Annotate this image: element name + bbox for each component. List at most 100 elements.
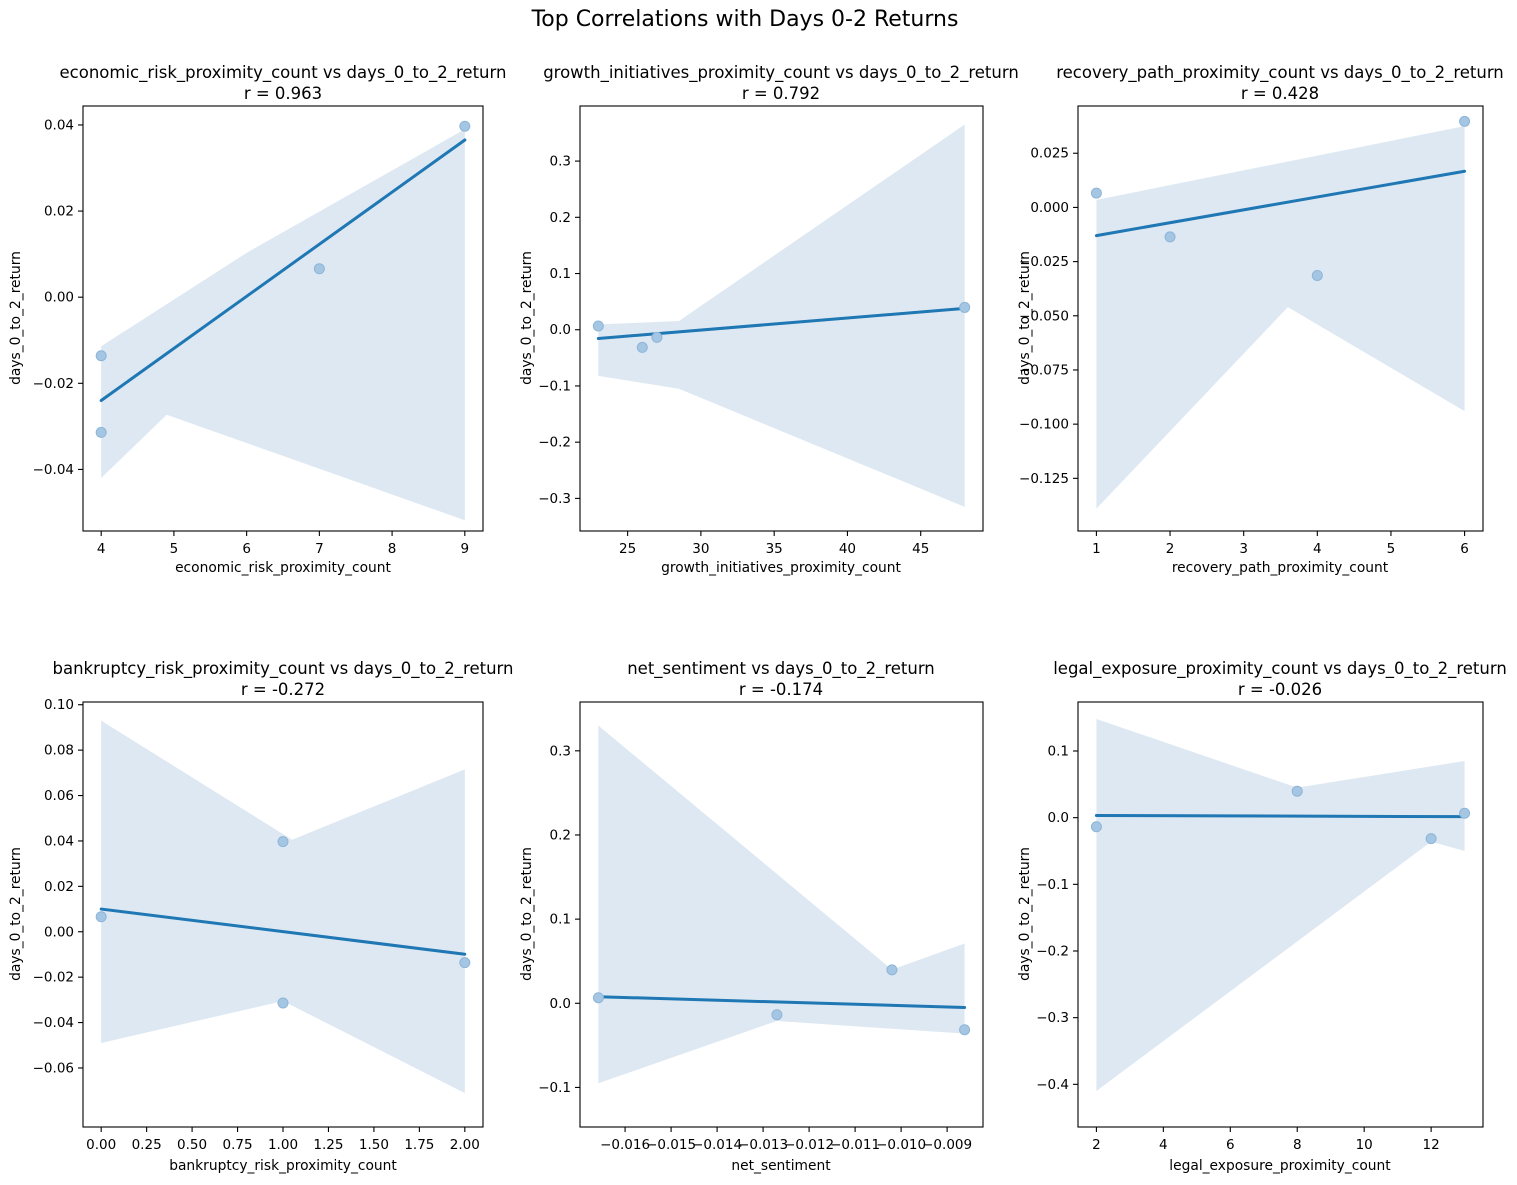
data-point [959,301,971,313]
figure-title: Top Correlations with Days 0-2 Returns [531,7,959,32]
confidence-band [101,720,465,1094]
data-point [95,350,107,362]
x-tick-label: 0.50 [177,1137,207,1153]
subplot-title: economic_risk_proximity_count vs days_0_… [60,63,507,83]
confidence-band [598,124,965,507]
data-point [1090,187,1102,199]
subplot-r-value: r = 0.963 [244,84,322,103]
data-point [651,331,663,343]
y-tick-label: −0.2 [1036,944,1069,960]
axes-frame [579,701,984,1128]
x-axis-label: net_sentiment [731,1158,831,1174]
subplot-r-value: r = -0.272 [241,680,325,699]
subplot-r-value: r = -0.174 [739,680,823,699]
y-tick-label: 0.10 [44,697,74,713]
y-tick-label: −0.3 [538,491,571,507]
y-tick-label: 0.0 [1048,810,1069,826]
y-tick-label: 0.000 [1030,200,1069,216]
y-tick-label: −0.04 [33,1015,74,1031]
y-tick-label: −0.025 [1019,254,1069,270]
y-tick-label: −0.075 [1019,362,1069,378]
data-point [459,957,471,969]
data-point [95,426,107,438]
data-point [592,992,604,1004]
plot-canvas-economic-risk: 4 5 6 7 8 9 0.04 0.02 0.00 −0.02 −0.04 [33,105,484,557]
data-point [1164,231,1176,243]
y-tick-label: 0.2 [550,210,571,226]
x-tick-label: −0.013 [738,1137,788,1153]
y-tick-label: 0.02 [44,204,74,220]
x-tick-label: 1 [1092,541,1101,557]
confidence-band [1096,719,1465,1091]
subplot-legal-exposure: 2 4 6 8 10 12 0.1 0.0 −0.1 −0.2 −0.3 −0.4 legal_exp… [1017,659,1507,1174]
x-tick-label: 25 [619,541,636,557]
subplot-r-value: r = 0.792 [742,84,820,103]
axes-frame [1077,701,1484,1128]
y-axis-label: days_0_to_2_return [1017,251,1033,385]
x-tick-label: 6 [1226,1137,1235,1153]
y-tick-label: −0.04 [33,462,74,478]
x-tick-label: 40 [839,541,856,557]
y-tick-label: −0.02 [33,376,74,392]
x-tick-label: 2 [1166,541,1175,557]
y-tick-label: 0.3 [550,743,571,759]
x-tick-label: 8 [1293,1137,1302,1153]
data-point [1459,115,1471,127]
y-tick-label: 0.06 [44,788,74,804]
data-point [886,964,898,976]
x-tick-label: 0.00 [86,1137,116,1153]
x-tick-label: 45 [912,541,929,557]
subplot-growth-initiatives: 25 30 35 40 45 0.3 0.2 0.1 0.0 −0.1 −0.2 −0.3 growt… [519,63,1019,576]
x-tick-label: −0.009 [922,1137,972,1153]
y-tick-label: −0.3 [1036,1010,1069,1026]
x-tick-label: 4 [97,541,106,557]
x-tick-label: 9 [461,541,470,557]
regression-line [99,138,467,403]
x-tick-label: 10 [1356,1137,1373,1153]
data-point [95,911,107,923]
y-tick-label: −0.125 [1019,471,1069,487]
x-tick-label: −0.011 [830,1137,880,1153]
y-tick-label: −0.050 [1019,308,1069,324]
data-point [1090,821,1102,833]
y-tick-label: 0.2 [550,827,571,843]
x-tick-label: 1.25 [313,1137,343,1153]
regression-line [1094,169,1467,238]
subplot-title: recovery_path_proximity_count vs days_0_… [1056,63,1504,83]
plot-canvas-legal-exposure: 2 4 6 8 10 12 0.1 0.0 −0.1 −0.2 −0.3 −0.4 [1036,701,1484,1153]
y-axis-label: days_0_to_2_return [8,847,24,981]
subplot-title: growth_initiatives_proximity_count vs da… [543,63,1019,83]
data-point [1425,833,1437,845]
y-tick-label: −0.100 [1019,417,1069,433]
y-tick-label: 0.3 [550,154,571,170]
x-tick-label: 30 [692,541,709,557]
subplot-r-value: r = -0.026 [1238,680,1322,699]
y-tick-label: −0.4 [1036,1077,1069,1093]
x-tick-label: −0.012 [784,1137,834,1153]
x-tick-label: 12 [1423,1137,1440,1153]
x-tick-label: 3 [1239,541,1248,557]
data-point [313,263,325,275]
subplot-net-sentiment: −0.016−0.015−0.014−0.013−0.012−0.011−0.0… [519,659,984,1174]
x-tick-label: 2.00 [450,1137,480,1153]
regression-line [99,907,467,956]
x-tick-label: 0.25 [132,1137,162,1153]
x-tick-label: 6 [1460,541,1469,557]
confidence-band [1096,126,1465,509]
y-tick-label: −0.2 [538,435,571,451]
y-tick-label: 0.00 [44,290,74,306]
x-tick-label: 5 [1387,541,1396,557]
plot-canvas-bankruptcy-risk: 0.00 0.25 0.50 0.75 1.00 1.25 1.50 1.75 2.00 0.10… [33,697,484,1153]
subplot-bankruptcy-risk: 0.00 0.25 0.50 0.75 1.00 1.25 1.50 1.75 2.00 0.10… [8,659,513,1174]
regression-line [596,995,967,1009]
y-tick-label: 0.08 [44,743,74,759]
confidence-band [101,129,465,521]
subplot-title: bankruptcy_risk_proximity_count vs days_… [53,659,514,679]
y-tick-label: 0.04 [44,833,74,849]
x-tick-label: 35 [766,541,783,557]
data-point [592,320,604,332]
y-axis-label: days_0_to_2_return [519,847,535,981]
y-tick-label: −0.06 [33,1060,74,1076]
subplot-title: legal_exposure_proximity_count vs days_0… [1053,659,1507,679]
